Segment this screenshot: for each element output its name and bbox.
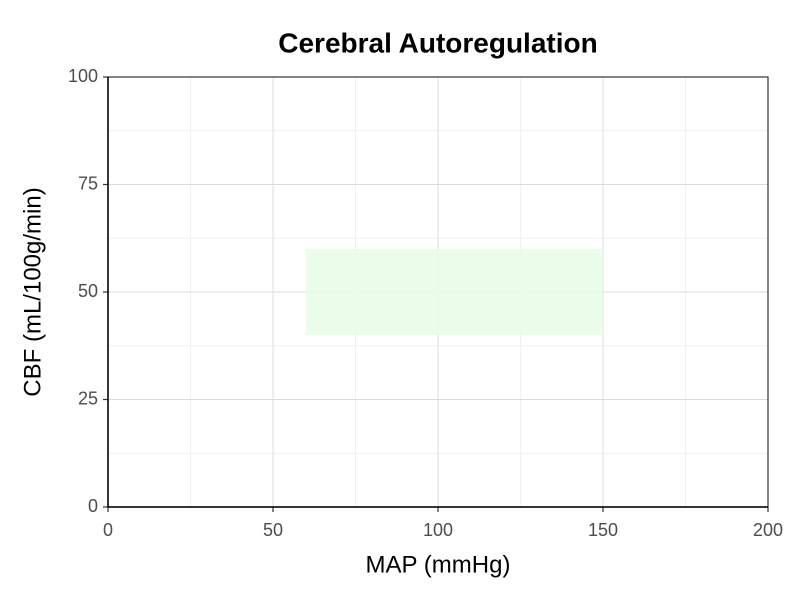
x-tick-label: 0 [103, 520, 113, 540]
x-tick-label: 150 [588, 520, 618, 540]
y-tick-label: 50 [78, 281, 98, 301]
y-axis-title: CBF (mL/100g/min) [19, 187, 46, 396]
x-tick-label: 100 [423, 520, 453, 540]
y-tick-label: 100 [68, 66, 98, 86]
y-tick-label: 75 [78, 173, 98, 193]
shaded-region [306, 249, 603, 335]
x-tick-label: 200 [753, 520, 783, 540]
x-tick-label: 50 [263, 520, 283, 540]
x-axis-title: MAP (mmHg) [366, 551, 511, 578]
y-tick-label: 25 [78, 388, 98, 408]
y-tick-label: 0 [88, 496, 98, 516]
chart-title: Cerebral Autoregulation [278, 27, 597, 58]
